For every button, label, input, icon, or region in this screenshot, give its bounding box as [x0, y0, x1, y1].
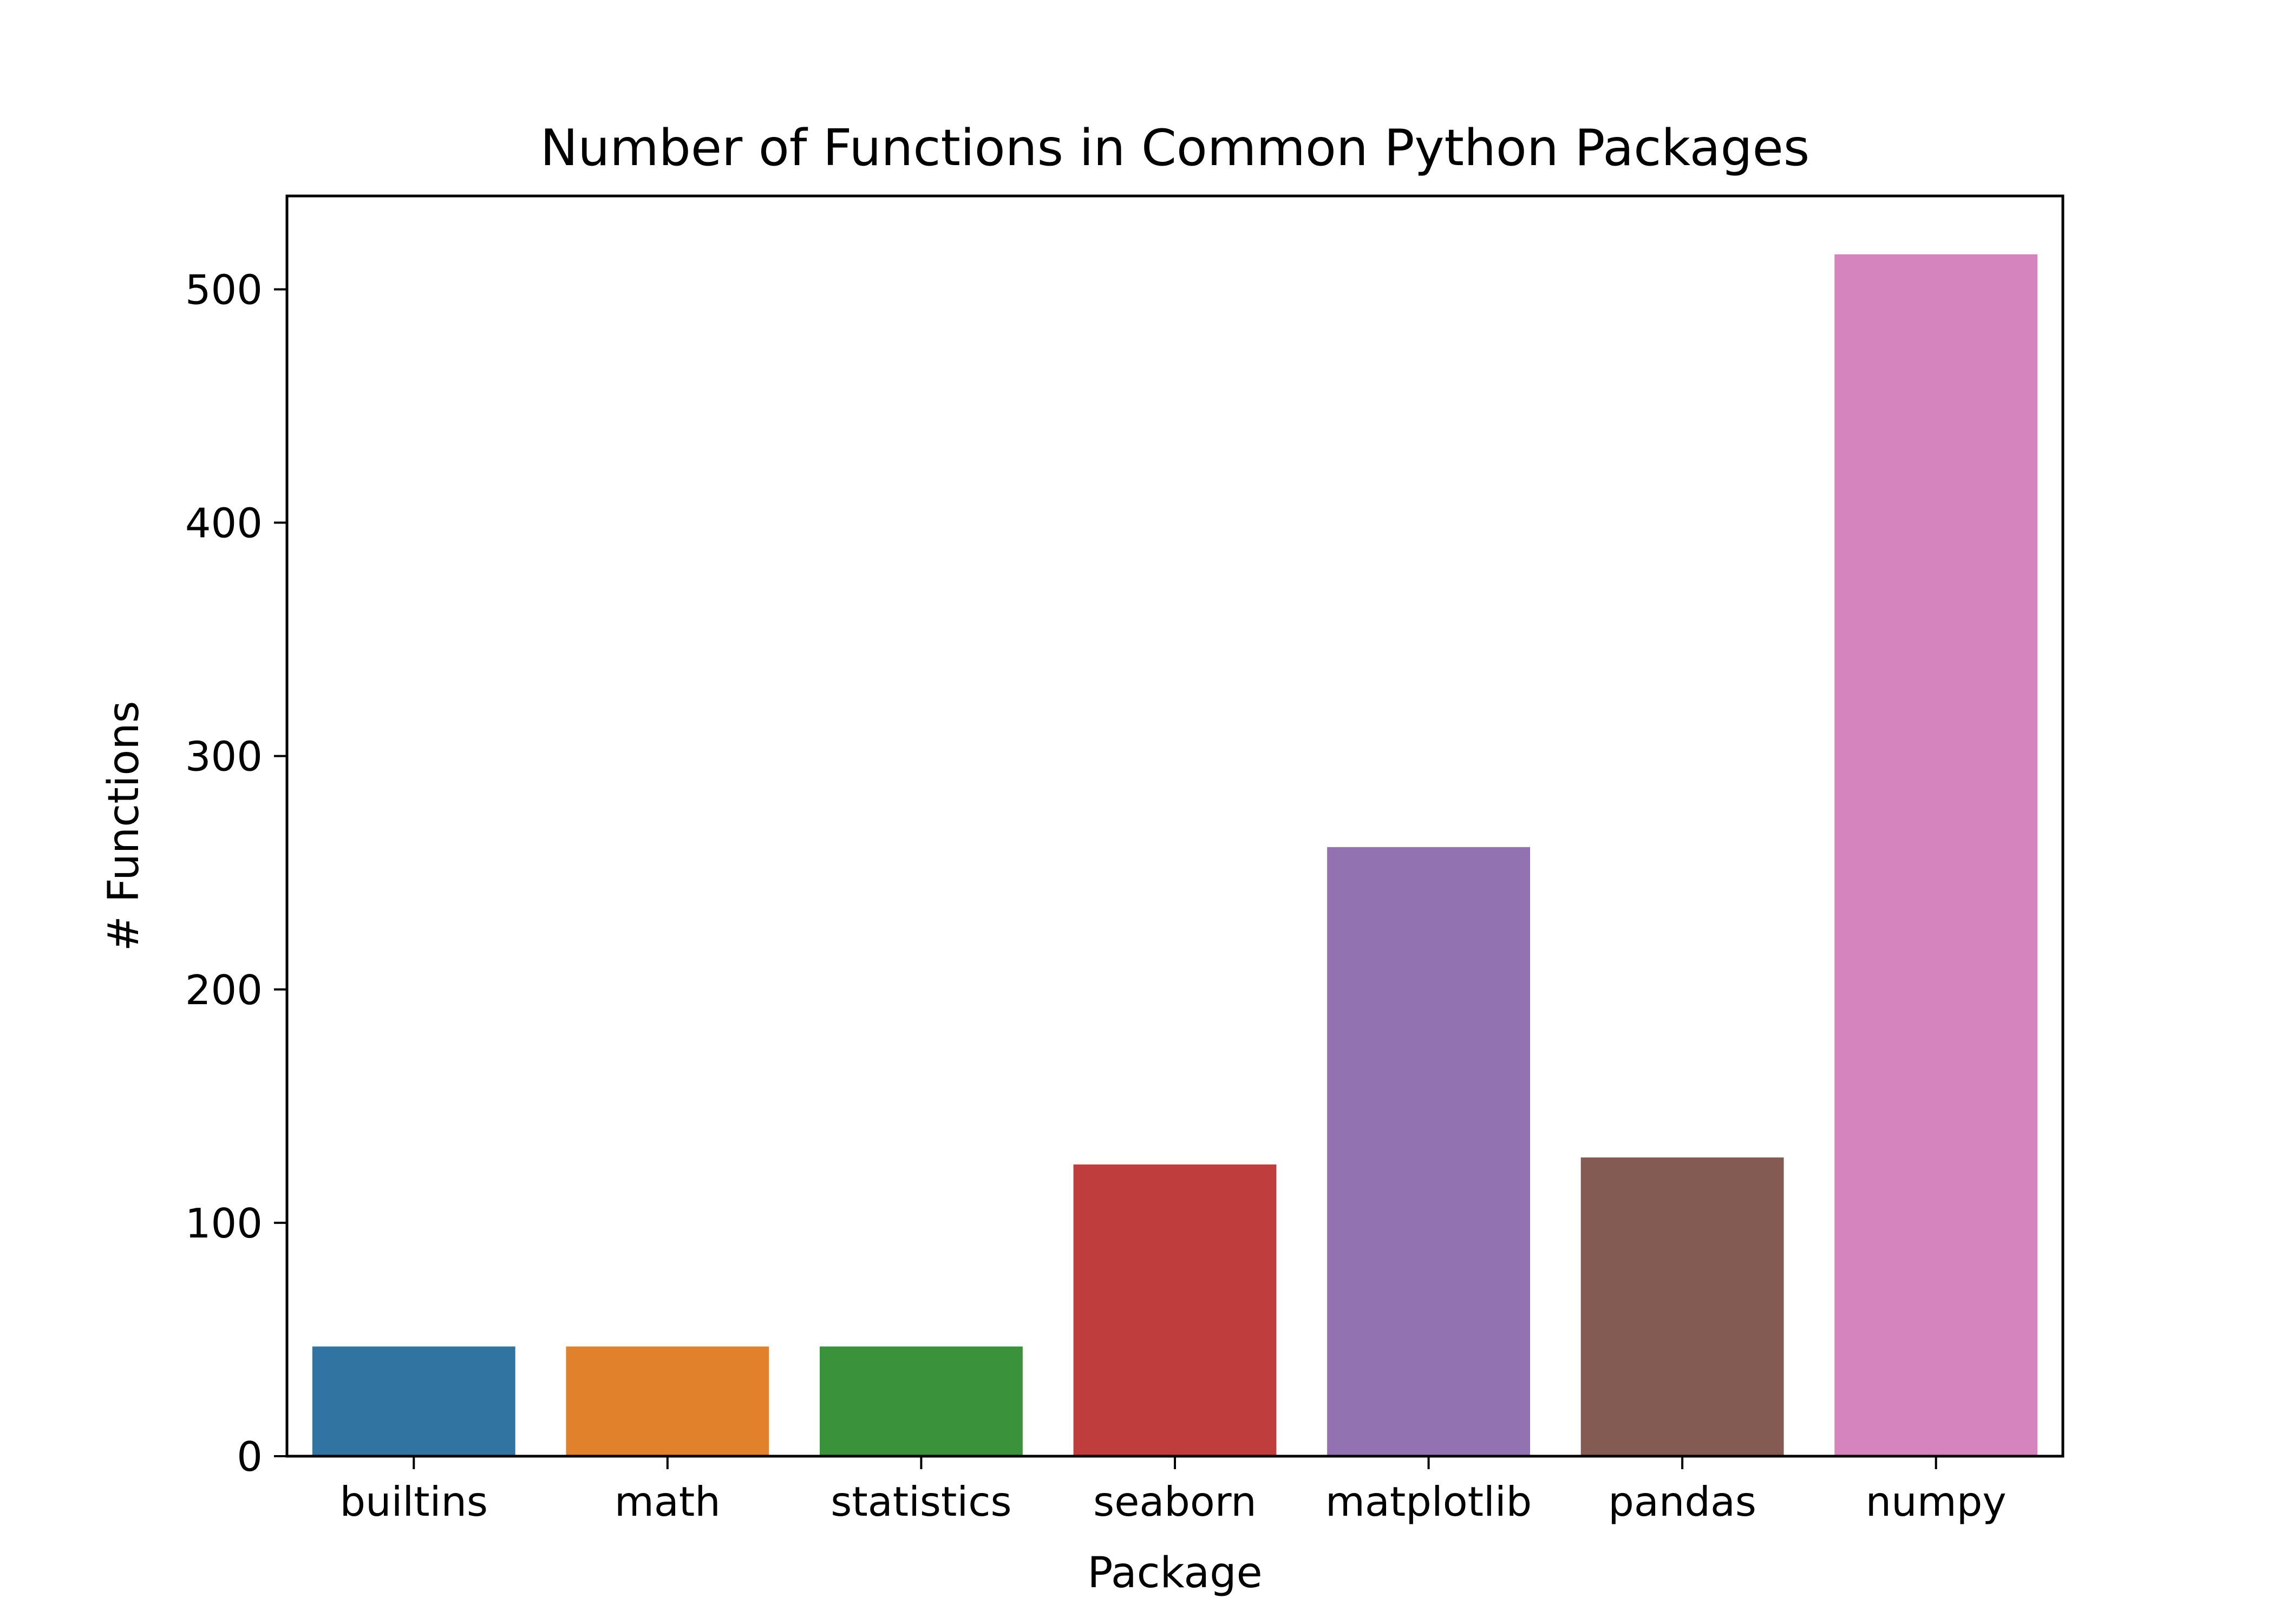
y-tick-label: 500	[185, 266, 263, 313]
bar-math	[566, 1346, 769, 1456]
bar-statistics	[820, 1346, 1023, 1456]
y-tick-label: 400	[185, 500, 263, 547]
x-tick-label: statistics	[831, 1478, 1011, 1525]
y-axis-ticks: 0 100 200 300 400 500	[185, 266, 287, 1481]
x-tick-label: seaborn	[1093, 1478, 1257, 1525]
y-tick-label: 200	[185, 966, 263, 1014]
chart-title: Number of Functions in Common Python Pac…	[540, 119, 1810, 177]
y-tick-label: 0	[237, 1433, 263, 1481]
x-axis-title: Package	[1087, 1549, 1262, 1597]
x-tick-label: builtins	[339, 1478, 488, 1525]
y-axis-title: # Functions	[100, 701, 148, 952]
bar-matplotlib	[1327, 847, 1530, 1456]
bar-numpy	[1834, 254, 2038, 1456]
bars	[312, 254, 2038, 1456]
x-axis-ticks: builtins math statistics seaborn matplotlib p…	[339, 1456, 2007, 1525]
x-tick-label: math	[615, 1478, 721, 1525]
bar-seaborn	[1073, 1164, 1277, 1456]
x-tick-label: numpy	[1866, 1478, 2007, 1525]
x-tick-label: pandas	[1608, 1478, 1756, 1525]
x-tick-label: matplotlib	[1325, 1478, 1532, 1525]
plot-frame	[285, 194, 2064, 1458]
y-tick-label: 300	[185, 733, 263, 781]
bar-builtins	[312, 1346, 515, 1456]
y-tick-label: 100	[185, 1200, 263, 1247]
bar-pandas	[1580, 1157, 1784, 1456]
